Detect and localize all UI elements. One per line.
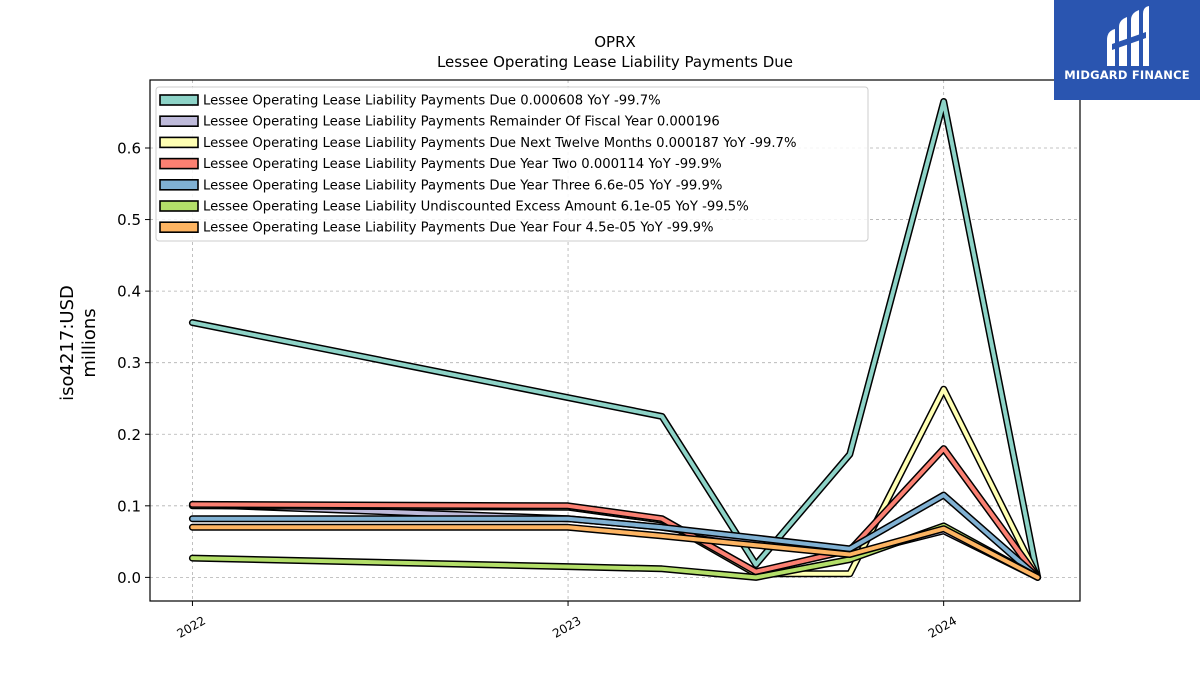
legend-swatch: [159, 179, 199, 191]
x-tick-label: 2023: [550, 613, 583, 640]
legend-label: Lessee Operating Lease Liability Payment…: [203, 94, 661, 109]
series-7-line: [188, 523, 1042, 581]
y-tick-label: 0.0: [117, 569, 141, 587]
legend-label: Lessee Operating Lease Liability Payment…: [203, 157, 722, 172]
series-lines: [188, 98, 1042, 581]
legend-swatch: [159, 136, 199, 149]
legend-swatch: [159, 200, 199, 212]
legend-swatch: [159, 94, 199, 106]
y-tick-label: 0.1: [117, 497, 141, 515]
y-tick-label: 0.4: [117, 283, 141, 301]
y-axis: 0.0 0.1 0.2 0.3 0.4 0.5 0.6: [117, 139, 150, 587]
y-tick-label: 0.6: [117, 139, 141, 157]
series-line: [190, 446, 1040, 580]
y-tick-label: 0.2: [117, 426, 141, 444]
y-tick-label: 0.5: [117, 211, 141, 229]
legend-swatch: [159, 157, 199, 170]
legend-label: Lessee Operating Lease Liability Payment…: [203, 115, 720, 130]
brand-logo: MIDGARD FINANCE: [1054, 0, 1200, 100]
chart-title: OPRX: [594, 33, 636, 51]
plot-frame: [149, 79, 1081, 602]
legend-label: Lessee Operating Lease Liability Payment…: [203, 136, 796, 151]
chart-subtitle: Lessee Operating Lease Liability Payment…: [437, 53, 793, 71]
legend-label: Lessee Operating Lease Liability Undisco…: [203, 200, 749, 215]
legend-label: Lessee Operating Lease Liability Payment…: [203, 178, 722, 193]
series-line: [190, 99, 1040, 579]
y-tick-label: 0.3: [117, 354, 141, 372]
series-4-line: [188, 445, 1042, 581]
legend-box: [155, 86, 869, 242]
legend-label: Lessee Operating Lease Liability Payment…: [203, 221, 714, 236]
series-1-line: [188, 98, 1042, 581]
series-line: [190, 493, 1040, 580]
y-axis-label: iso4217:USD: [57, 285, 78, 401]
legend: Lessee Operating Lease Liability Payment…: [155, 86, 869, 242]
x-tick-label: 2024: [926, 613, 959, 640]
x-axis: 2022 2023 2024: [174, 601, 959, 641]
legend-swatch: [159, 221, 199, 233]
brand-name: MIDGARD FINANCE: [1064, 68, 1190, 82]
y-axis-unit-label: millions: [79, 308, 100, 377]
legend-swatch: [159, 115, 199, 127]
midgard-mark-icon: [1107, 6, 1149, 66]
series-5-line: [188, 491, 1042, 581]
series-line: [190, 525, 1040, 580]
x-tick-label: 2022: [174, 613, 207, 640]
